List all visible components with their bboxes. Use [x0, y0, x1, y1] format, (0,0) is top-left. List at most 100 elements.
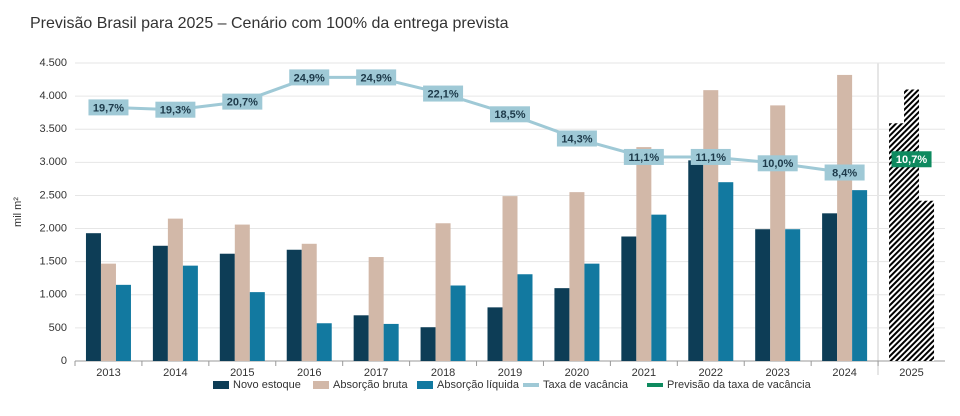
bar — [182, 265, 198, 361]
bar — [755, 229, 771, 361]
y-tick-label: 1.000 — [39, 289, 67, 301]
bar — [569, 192, 585, 361]
bar — [584, 263, 600, 361]
bar — [621, 236, 637, 361]
legend-label: Novo estoque — [233, 379, 301, 391]
label-box — [824, 164, 865, 181]
y-axis-label: mil m² — [12, 197, 24, 227]
label-box — [88, 99, 129, 116]
legend-swatch — [647, 383, 663, 387]
label-box — [556, 130, 597, 147]
chart-title: Previsão Brasil para 2025 – Cenário com … — [30, 15, 509, 32]
legend-swatch — [523, 383, 539, 387]
legend-swatch — [313, 381, 329, 389]
data-label: 11,1% — [695, 152, 726, 164]
legend-label: Absorção líquida — [437, 379, 520, 391]
label-box — [423, 85, 464, 102]
bar — [219, 253, 235, 361]
bar — [688, 160, 704, 361]
legend-label: Absorção bruta — [333, 379, 408, 391]
bar — [904, 89, 920, 361]
bar — [919, 200, 935, 361]
data-label: 11,1% — [629, 152, 660, 164]
bar — [249, 292, 265, 361]
x-tick-label: 2015 — [230, 367, 254, 379]
bar — [368, 257, 384, 361]
data-label: 8,4% — [832, 167, 857, 179]
x-tick-label: 2021 — [632, 367, 656, 379]
bar — [718, 182, 734, 361]
bar — [435, 223, 451, 361]
legend-swatch — [213, 381, 229, 389]
legend-label: Taxa de vacância — [543, 379, 629, 391]
y-tick-label: 4.500 — [39, 57, 67, 69]
y-tick-label: 2.000 — [39, 222, 67, 234]
bar — [115, 284, 131, 361]
vacancy-line — [108, 75, 845, 175]
x-tick-label: 2025 — [899, 367, 923, 379]
x-tick-label: 2019 — [498, 367, 522, 379]
bar — [770, 105, 786, 361]
y-tick-label: 500 — [49, 322, 67, 334]
bar — [420, 327, 436, 361]
label-box — [623, 148, 664, 165]
data-label: 24,9% — [294, 72, 325, 84]
data-label: 10,7% — [896, 154, 927, 166]
bar — [889, 123, 905, 361]
label-box — [757, 155, 798, 172]
bar — [785, 229, 801, 361]
bar — [286, 249, 302, 361]
bar — [450, 285, 466, 361]
label-box — [690, 148, 731, 165]
bar — [837, 74, 853, 362]
y-tick-label: 3.000 — [39, 156, 67, 168]
x-tick-label: 2022 — [699, 367, 723, 379]
data-label: 14,3% — [561, 133, 592, 145]
label-box — [356, 69, 397, 86]
bar — [353, 315, 369, 361]
bar — [167, 218, 183, 361]
label-box — [289, 69, 330, 86]
data-label: 24,9% — [361, 72, 392, 84]
bar — [316, 323, 332, 361]
data-label: 10,0% — [762, 158, 793, 170]
x-tick-label: 2024 — [832, 367, 856, 379]
bar — [100, 263, 116, 361]
bar — [703, 90, 719, 361]
x-tick-label: 2013 — [96, 367, 120, 379]
x-tick-label: 2017 — [364, 367, 388, 379]
legend-label: Previsão da taxa de vacância — [667, 379, 812, 391]
bar — [822, 213, 838, 361]
y-tick-label: 1.500 — [39, 256, 67, 268]
data-label: 20,7% — [227, 97, 258, 109]
label-box — [222, 93, 263, 110]
bar — [301, 243, 317, 361]
label-box — [891, 151, 932, 168]
bar — [554, 288, 570, 361]
y-tick-label: 0 — [61, 355, 67, 367]
bar — [517, 274, 533, 361]
x-tick-label: 2020 — [565, 367, 589, 379]
x-tick-label: 2014 — [163, 367, 187, 379]
label-box — [490, 106, 530, 123]
x-tick-label: 2016 — [297, 367, 321, 379]
x-tick-label: 2023 — [765, 367, 789, 379]
bar — [852, 190, 868, 361]
x-tick-label: 2018 — [431, 367, 455, 379]
bar — [487, 307, 503, 361]
bar — [636, 147, 652, 361]
data-label: 19,7% — [93, 102, 124, 114]
data-label: 19,3% — [160, 105, 191, 117]
y-tick-label: 4.000 — [39, 90, 67, 102]
y-tick-label: 3.500 — [39, 123, 67, 135]
bar — [651, 214, 667, 361]
bar — [502, 196, 518, 361]
bar — [234, 224, 250, 361]
data-label: 22,1% — [427, 88, 458, 100]
bar — [383, 323, 399, 361]
bar — [152, 245, 168, 361]
legend-swatch — [417, 381, 433, 389]
bar — [85, 233, 101, 361]
label-box — [155, 101, 196, 118]
